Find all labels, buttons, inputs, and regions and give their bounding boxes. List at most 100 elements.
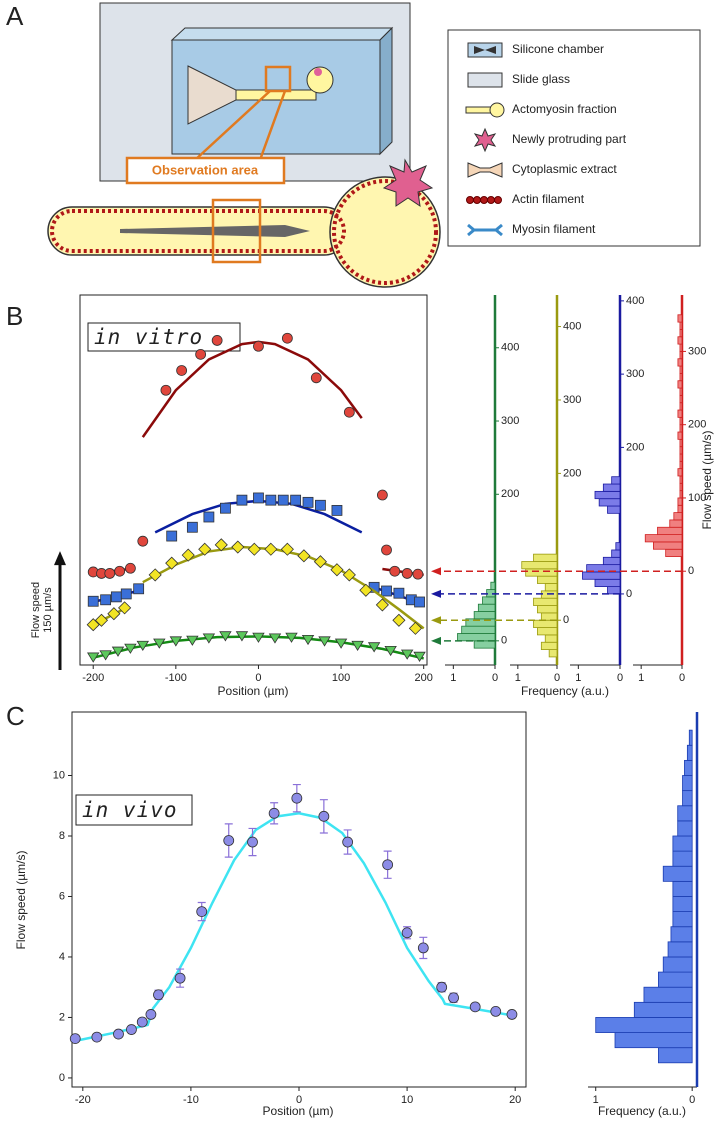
marker (301, 634, 315, 646)
x-tick-label: 10 (401, 1094, 413, 1106)
scale-bar-label: 150 µm/s (42, 587, 54, 633)
legend-text: Cytoplasmic extract (512, 162, 617, 176)
star-small (314, 68, 322, 76)
hist-bar (461, 625, 496, 634)
marker (310, 372, 322, 384)
marker (214, 538, 228, 552)
panel-label: B (6, 301, 23, 331)
hist-bar (607, 505, 621, 514)
y-tick-label: 300 (501, 415, 519, 427)
zero-reference-head (431, 616, 441, 625)
marker (153, 638, 166, 649)
marker (277, 494, 289, 506)
marker (87, 595, 99, 607)
y-tick-label: 2 (59, 1011, 65, 1023)
annotation: in vivo (82, 798, 178, 822)
x-tick-label: -10 (183, 1094, 199, 1106)
panel-label: C (6, 701, 25, 731)
hist-bar (533, 597, 558, 606)
marker (367, 642, 381, 653)
blob (329, 176, 441, 288)
legend-icon (467, 223, 503, 237)
hist-bar (677, 314, 683, 323)
y-tick-label: 200 (626, 441, 644, 453)
x-axis-label: Position (µm) (218, 684, 289, 698)
hist-bar (544, 634, 558, 643)
marker (342, 568, 356, 582)
blob-small (306, 66, 334, 94)
hist-bar (684, 759, 693, 776)
flow-arrow (120, 225, 310, 237)
scale-bar-head (54, 551, 66, 566)
hist-bar (540, 641, 558, 650)
x-tick-label: 0 (554, 672, 560, 684)
hist-bar (677, 409, 683, 418)
marker (315, 499, 326, 511)
marker (220, 502, 231, 514)
hist-bar (665, 548, 683, 557)
x-tick-label: 0 (679, 672, 685, 684)
hist-bar (679, 482, 683, 492)
annotation: in vitro (94, 325, 203, 349)
marker (195, 348, 207, 360)
hist-bar (679, 329, 683, 338)
x-tick-label: -100 (165, 672, 187, 684)
marker (181, 548, 195, 562)
hist-bar (682, 775, 693, 792)
hist-bar (653, 541, 683, 550)
hist-bar (679, 343, 683, 352)
marker (145, 1009, 157, 1020)
marker (401, 927, 413, 939)
legend-icon (465, 106, 493, 114)
x-tick-label: 1 (638, 672, 644, 684)
y-tick-label: 4 (59, 951, 65, 963)
hist-bar (658, 971, 693, 988)
marker (392, 613, 406, 627)
legend-icon (489, 102, 505, 118)
hist-bar (679, 365, 683, 374)
observation-box-small (264, 65, 292, 93)
marker (219, 631, 232, 642)
legend-text: Slide glass (512, 72, 570, 86)
marker (211, 335, 223, 346)
plot-frame (71, 711, 527, 1088)
marker (381, 544, 392, 556)
hist-bar (537, 575, 558, 584)
marker (313, 555, 327, 569)
hist-bar (688, 729, 693, 746)
hist-bar (677, 358, 683, 367)
fit-line (154, 499, 363, 534)
hist-bar (679, 438, 683, 448)
marker (359, 583, 373, 597)
marker (384, 645, 397, 657)
actin-cortex (50, 209, 346, 253)
hist-bar (540, 612, 558, 621)
x-axis-label: Frequency (a.u.) (521, 684, 609, 698)
marker (376, 489, 388, 501)
chamber-side (379, 26, 393, 156)
marker (136, 640, 150, 651)
hist-bar (686, 744, 693, 761)
marker (351, 640, 364, 651)
hist-bar (679, 460, 683, 470)
legend-text: Newly protruding part (512, 132, 627, 146)
y-axis-label: Flow speed (µm/s) (14, 851, 28, 950)
marker (198, 542, 212, 556)
marker (414, 596, 425, 608)
hist-bar (548, 649, 558, 658)
callout-line (258, 90, 287, 161)
marker (120, 588, 132, 600)
hist-bar (677, 820, 693, 837)
hist-bar (533, 553, 558, 562)
marker (343, 406, 355, 418)
marker (235, 631, 249, 642)
marker (136, 1016, 148, 1028)
hist-bar (598, 498, 621, 507)
hist-bar (457, 633, 496, 642)
panel-label: A (6, 1, 24, 31)
hist-bar (679, 394, 683, 404)
hist-bar (672, 850, 693, 867)
zero-reference-head (431, 589, 441, 598)
y-tick-label: 400 (626, 295, 644, 307)
hist-bar (537, 627, 558, 636)
